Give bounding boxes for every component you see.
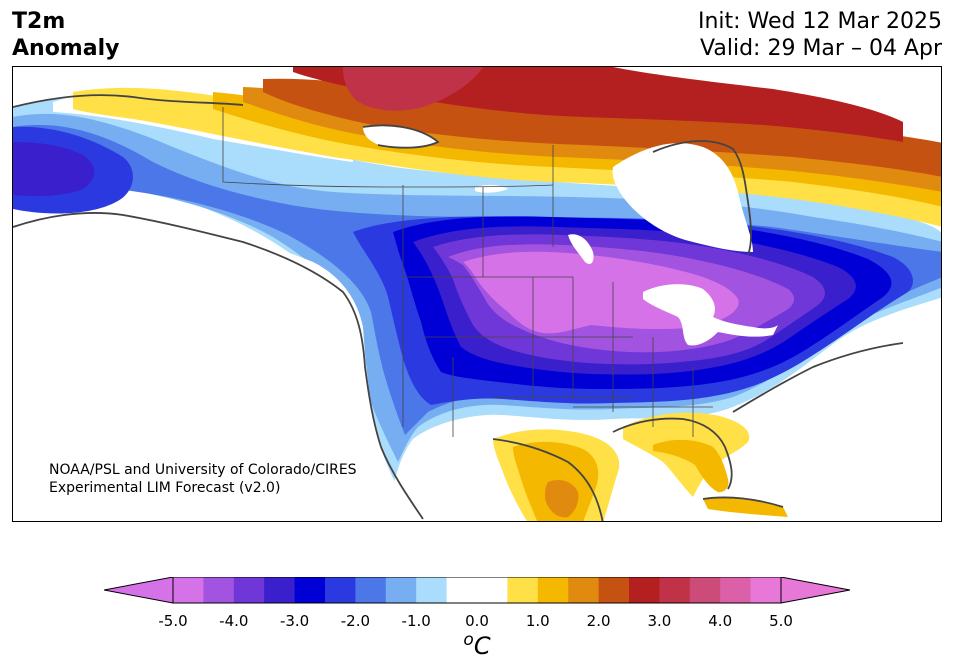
colorbar-tick-label: -5.0 [158,612,188,630]
credit-line1: NOAA/PSL and University of Colorado/CIRE… [49,462,357,478]
units-base: C [473,632,491,660]
colorbar-tick-label: 5.0 [769,612,793,630]
units-degree: o [463,630,474,650]
colorbar-tick-label: -2.0 [340,612,371,630]
colorbar-outline [172,577,782,604]
forecast-dates: Init: Wed 12 Mar 2025 Valid: 29 Mar – 04… [698,8,942,62]
anomaly-region-caribbean-warm [703,497,788,517]
init-date: Init: Wed 12 Mar 2025 [697,9,942,34]
colorbar [104,577,851,604]
colorbar-cell [507,577,539,603]
colorbar-cell [233,577,265,603]
anomaly-region-alaska-cold-2 [13,126,133,214]
political-borders [222,107,713,437]
colorbar-cell [416,577,448,603]
colorbar-cell [294,577,326,603]
lake-winnipeg [568,234,594,264]
great-lakes [643,284,778,346]
credit-line2: Experimental LIM Forecast (v2.0) [49,480,281,496]
colorbar-cell [598,577,630,603]
colorbar-cell [477,577,508,603]
colorbar-cell [750,577,782,603]
colorbar-tick-label: 1.0 [525,612,550,630]
gulf-mask [603,486,697,521]
anomaly-region-florida-warm [653,439,729,493]
colorbar-cells [173,577,782,603]
title-variable-line1: T2m [12,9,66,34]
colorbar-cell [325,577,356,603]
colorbar-cell [689,577,721,603]
colorbar-tick-label: 0.0 [465,612,489,630]
colorbar-cell [203,577,235,603]
anomaly-region-north-warm-6 [343,67,483,111]
atlantic-mask [767,343,941,521]
colorbar-cell [568,577,600,603]
map-svg [13,67,941,521]
colorbar-cell [537,577,569,603]
colorbar-cell [659,577,691,603]
colorbar-cell [720,577,752,603]
colorbar-tick-label: 2.0 [586,612,611,630]
anomaly-map [12,66,942,522]
colorbar-cell [629,577,660,603]
valid-date: Valid: 29 Mar – 04 Apr [700,36,942,61]
pacific-mask [13,213,413,521]
anomaly-region-texas-warm-3 [544,480,579,518]
title-variable-line2: Anomaly [12,36,120,61]
colorbar-arrow-outline [104,577,851,604]
colorbar-tick-label: 3.0 [647,612,672,630]
colorbar-tick-label: -3.0 [279,612,310,630]
coastlines [13,94,904,521]
colorbar-cell [264,577,296,603]
colorbar-tick-label: -4.0 [219,612,249,630]
map-title: T2m Anomaly [12,8,119,62]
colorbar-cell [385,577,417,603]
credit-text: NOAA/PSL and University of Colorado/CIRE… [49,461,357,497]
colorbar-underflow-arrow [104,577,173,603]
colorbar-cell [173,577,204,603]
colorbar-tick-label: 4.0 [708,612,733,630]
colorbar-cell [355,577,387,603]
colorbar-tick-label: -1.0 [401,612,431,630]
colorbar-cell [446,577,478,603]
greenland-mask [612,143,753,252]
colorbar-overflow-arrow [781,577,850,603]
colorbar-units: oC [463,630,490,660]
hudson-bay-mask [363,125,438,148]
